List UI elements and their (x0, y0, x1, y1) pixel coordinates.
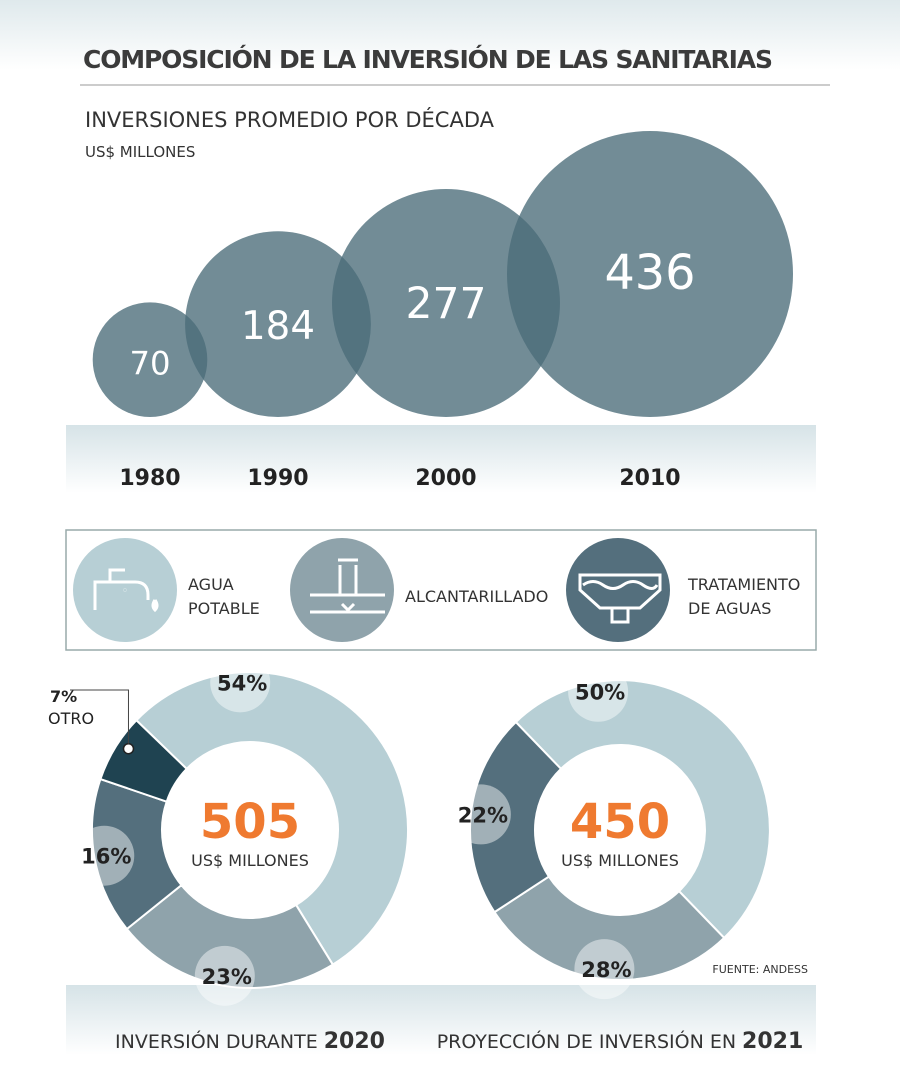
value-label: 54% (217, 671, 267, 695)
donut-unit: US$ MILLONES (561, 851, 679, 870)
other-label: OTRO (48, 709, 94, 728)
legend-label: ALCANTARILLADO (405, 587, 548, 606)
donut-unit: US$ MILLONES (191, 851, 309, 870)
value-label: 28% (581, 958, 631, 982)
page-title: COMPOSICIÓN DE LA INVERSIÓN DE LAS SANIT… (83, 44, 773, 74)
donut-total: 450 (570, 794, 670, 850)
legend-swatch (290, 538, 394, 642)
donut-title-text: PROYECCIÓN DE INVERSIÓN EN (437, 1029, 736, 1053)
x-tick-label: 1990 (247, 466, 308, 491)
donut-title-year: 2020 (324, 1029, 385, 1054)
leader-dot (123, 744, 133, 754)
value-label: 16% (81, 845, 131, 869)
bubble-label: 70 (129, 345, 170, 383)
bubble-title: INVERSIONES PROMEDIO POR DÉCADA (85, 107, 495, 132)
bubble-label: 184 (241, 304, 315, 349)
donut-total: 505 (200, 794, 300, 850)
x-tick-label: 2010 (619, 466, 680, 491)
value-label: 23% (202, 965, 252, 989)
value-label: 22% (458, 803, 508, 827)
bubble-label: 436 (604, 246, 695, 301)
source: FUENTE: ANDESS (712, 963, 808, 976)
value-label: 50% (575, 681, 625, 705)
donut-title-text: INVERSIÓN DURANTE (115, 1029, 318, 1053)
donut-title-year: 2021 (742, 1029, 803, 1054)
bubble-subtitle: US$ MILLONES (85, 143, 195, 161)
x-tick-label: 2000 (415, 466, 476, 491)
x-tick-label: 1980 (119, 466, 180, 491)
value-label: 7% (50, 687, 77, 706)
bubble-label: 277 (405, 280, 486, 329)
